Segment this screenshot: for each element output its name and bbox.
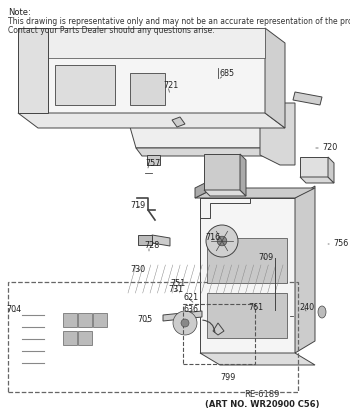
Circle shape (206, 225, 238, 257)
Bar (183, 304, 255, 364)
Polygon shape (18, 28, 265, 113)
Text: (ART NO. WR20900 C56): (ART NO. WR20900 C56) (205, 400, 319, 409)
Circle shape (181, 319, 189, 327)
Polygon shape (300, 157, 328, 177)
Text: 621: 621 (183, 294, 198, 302)
Polygon shape (200, 198, 295, 353)
Text: 720: 720 (322, 143, 337, 152)
Polygon shape (147, 155, 160, 165)
Polygon shape (200, 198, 250, 218)
Polygon shape (18, 28, 265, 58)
Polygon shape (207, 238, 287, 283)
Text: 721: 721 (163, 81, 178, 90)
Polygon shape (138, 235, 152, 245)
Polygon shape (328, 157, 334, 183)
Polygon shape (163, 311, 202, 321)
Polygon shape (195, 178, 215, 198)
Polygon shape (128, 120, 283, 148)
Text: 636: 636 (183, 306, 198, 315)
Text: 716: 716 (205, 233, 220, 242)
Bar (63, 331, 77, 345)
Text: 730: 730 (130, 266, 145, 275)
Text: 761: 761 (248, 304, 263, 313)
Text: Note:: Note: (8, 8, 31, 17)
Text: 709: 709 (258, 254, 273, 263)
Text: Contact your Parts Dealer should any questions arise.: Contact your Parts Dealer should any que… (8, 26, 215, 35)
Text: 731: 731 (168, 285, 183, 294)
Text: 757: 757 (145, 159, 160, 168)
Polygon shape (195, 188, 315, 198)
Polygon shape (130, 73, 165, 105)
Text: 719: 719 (130, 200, 145, 209)
Polygon shape (207, 293, 287, 338)
Polygon shape (204, 190, 246, 196)
Bar (8, 282, 298, 392)
Polygon shape (200, 353, 315, 365)
Text: 704: 704 (6, 306, 21, 315)
Ellipse shape (318, 306, 326, 318)
Bar (78, 313, 92, 327)
Text: 705: 705 (137, 316, 152, 325)
Text: 685: 685 (220, 69, 235, 78)
Text: RE-6189: RE-6189 (244, 390, 280, 399)
Text: 756: 756 (333, 240, 348, 249)
Circle shape (217, 236, 227, 246)
Polygon shape (293, 92, 322, 105)
Text: 799: 799 (220, 373, 235, 382)
Polygon shape (172, 117, 185, 127)
Polygon shape (213, 323, 224, 335)
Text: 751: 751 (170, 278, 185, 287)
Polygon shape (260, 93, 295, 165)
Polygon shape (295, 186, 315, 353)
Text: This drawing is representative only and may not be an accurate representation of: This drawing is representative only and … (8, 17, 350, 26)
Polygon shape (152, 235, 170, 246)
Text: 728: 728 (144, 242, 159, 251)
Bar (93, 313, 107, 327)
Polygon shape (136, 148, 289, 156)
Bar (78, 331, 92, 345)
Polygon shape (265, 28, 285, 128)
Polygon shape (204, 154, 240, 190)
Bar (63, 313, 77, 327)
Text: 240: 240 (299, 302, 314, 311)
Polygon shape (240, 154, 246, 196)
Polygon shape (18, 28, 48, 113)
Polygon shape (18, 113, 285, 128)
Polygon shape (300, 177, 334, 183)
Circle shape (173, 311, 197, 335)
Polygon shape (55, 65, 115, 105)
